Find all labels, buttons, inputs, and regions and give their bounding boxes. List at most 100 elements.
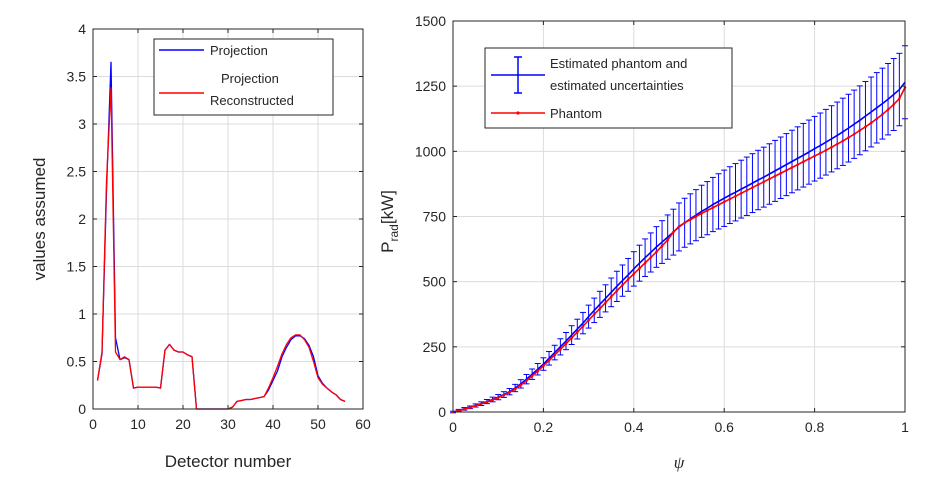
- legend-entry-2: Projection Reconstructed: [159, 71, 294, 108]
- data-point: [626, 278, 630, 281]
- data-point: [587, 318, 590, 322]
- data-point: [813, 154, 816, 158]
- data-point: [790, 166, 794, 169]
- data-point: [875, 117, 879, 121]
- x-tick-label: 40: [265, 416, 281, 432]
- data-point: [615, 289, 619, 293]
- data-point: [802, 160, 805, 164]
- x-tick-label: 30: [220, 416, 236, 432]
- legend-label: Phantom: [550, 106, 602, 121]
- data-point: [858, 129, 862, 132]
- data-point: [824, 148, 828, 152]
- legend-box: [153, 38, 334, 116]
- data-point: [598, 307, 602, 310]
- data-point: [818, 151, 822, 155]
- data-point: [796, 163, 799, 166]
- y-axis-label-2: Prad[kW]: [378, 190, 401, 253]
- legend-1: Projection Projection Reconstructed: [153, 38, 334, 116]
- data-point: [576, 330, 579, 334]
- data-point: [717, 203, 720, 207]
- data-point: [655, 250, 658, 254]
- data-point: [881, 113, 884, 116]
- x-tick-label: 1: [901, 419, 909, 435]
- y-axis-label-1: values assumed: [30, 158, 49, 281]
- data-point: [689, 218, 692, 221]
- y-tick-label: 3: [78, 116, 86, 132]
- data-point: [649, 256, 653, 259]
- data-point: [525, 379, 528, 383]
- data-point: [474, 404, 477, 408]
- x-tick-label: 20: [175, 416, 191, 432]
- data-point: [581, 324, 585, 328]
- data-point: [768, 177, 771, 181]
- data-point: [519, 383, 523, 387]
- y-tick-label: 1500: [415, 13, 446, 29]
- y-tick-label: 2: [78, 211, 86, 227]
- y-tick-label: 4: [78, 21, 86, 37]
- data-point: [847, 136, 850, 139]
- data-point: [553, 353, 556, 357]
- data-point: [841, 139, 845, 143]
- data-point: [683, 221, 686, 225]
- data-point: [807, 157, 811, 161]
- y-axis-label-unit: [kW]: [378, 190, 397, 224]
- data-point: [570, 336, 573, 340]
- data-point: [677, 225, 681, 228]
- data-point: [892, 103, 895, 106]
- y-tick-label: 1000: [415, 143, 446, 159]
- legend-entry-2: Phantom: [491, 106, 602, 121]
- legend-label-line-2: estimated uncertainties: [550, 78, 684, 93]
- y-tick-label: 1.5: [67, 259, 87, 275]
- y-tick-label: 500: [423, 274, 447, 290]
- data-point: [898, 97, 901, 100]
- data-point: [751, 186, 754, 189]
- data-point: [513, 387, 517, 391]
- legend-label-line-2: Reconstructed: [210, 93, 294, 108]
- x-tick-label: 50: [310, 416, 326, 432]
- data-point: [536, 369, 540, 373]
- x-tick-label: 0.4: [624, 419, 644, 435]
- x-tick-label: 0.8: [805, 419, 825, 435]
- data-point: [660, 244, 664, 248]
- y-tick-label: 3.5: [67, 69, 87, 85]
- x-tick-label: 0: [89, 416, 97, 432]
- data-point: [886, 108, 890, 111]
- y-axis-label-main: P: [378, 242, 397, 253]
- data-point: [666, 238, 669, 242]
- legend-marker: [516, 111, 520, 115]
- x-axis-label-2: ψ: [674, 453, 685, 472]
- data-point: [722, 200, 726, 204]
- y-axis-label-sub: rad: [387, 224, 401, 241]
- data-point: [638, 267, 641, 270]
- x-tick-label: 0.2: [534, 419, 554, 435]
- legend-entry-1: Projection: [159, 43, 268, 58]
- data-point: [542, 364, 545, 368]
- y-tick-label: 1: [78, 306, 86, 322]
- data-point: [609, 295, 613, 299]
- legend-2: Estimated phantom and estimated uncertain…: [484, 47, 733, 129]
- data-point: [739, 192, 743, 195]
- legend-label-line-1: Projection: [221, 71, 279, 86]
- data-point: [463, 407, 466, 411]
- data-point: [491, 398, 494, 402]
- data-point: [672, 230, 675, 234]
- y-tick-label: 250: [423, 339, 447, 355]
- data-point: [773, 174, 777, 178]
- y-tick-label: 0.5: [67, 354, 87, 370]
- x-axis-label-1: Detector number: [165, 452, 292, 471]
- series-2: [451, 86, 907, 414]
- data-point: [728, 197, 732, 201]
- data-point: [705, 209, 709, 212]
- data-point: [643, 261, 647, 265]
- data-point: [592, 312, 596, 316]
- data-point: [559, 348, 562, 351]
- data-point: [604, 301, 607, 304]
- y-tick-label: 0: [78, 401, 86, 417]
- data-point: [762, 180, 766, 184]
- data-point: [694, 215, 698, 218]
- x-tick-label: 0.6: [714, 419, 734, 435]
- x-tick-label: 10: [130, 416, 146, 432]
- y-tick-label: 0: [438, 404, 446, 420]
